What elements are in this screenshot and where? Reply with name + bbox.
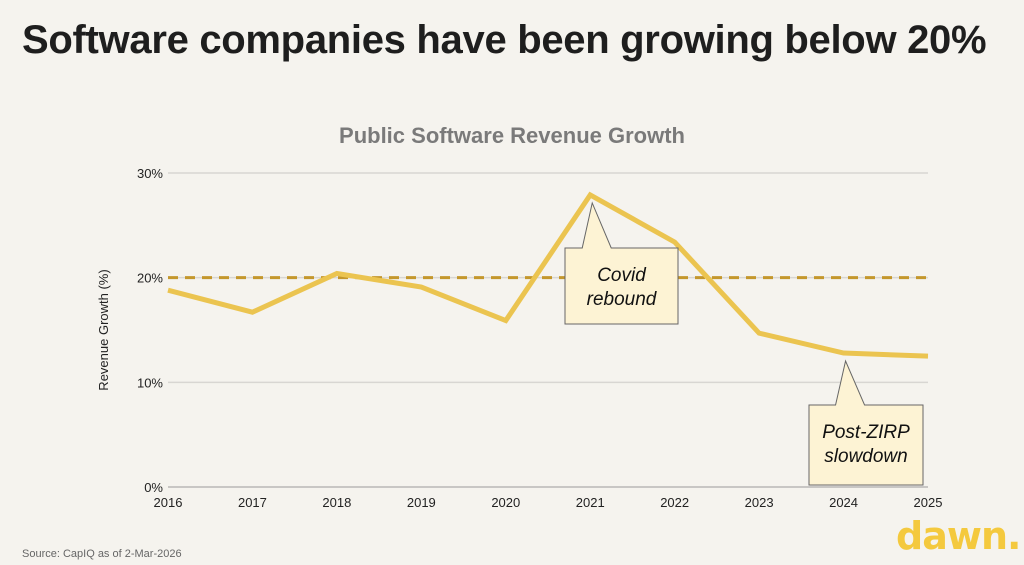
dawn-logo: dawn. bbox=[896, 514, 1021, 558]
y-tick-label: 30% bbox=[137, 166, 163, 181]
x-tick-label: 2017 bbox=[238, 495, 267, 510]
x-tick-label: 2024 bbox=[829, 495, 858, 510]
x-tick-label: 2025 bbox=[914, 495, 943, 510]
callout-text: Covid bbox=[597, 265, 647, 286]
callout-text: Post-ZIRP bbox=[822, 422, 910, 443]
y-axis-label: Revenue Growth (%) bbox=[96, 269, 111, 390]
source-note: Source: CapIQ as of 2-Mar-2026 bbox=[22, 548, 182, 560]
x-tick-label: 2018 bbox=[322, 495, 351, 510]
y-tick-label: 10% bbox=[137, 375, 163, 390]
chart-title: Public Software Revenue Growth bbox=[339, 123, 685, 148]
x-tick-label: 2023 bbox=[745, 495, 774, 510]
x-tick-label: 2016 bbox=[154, 495, 183, 510]
slide-title: Software companies have been growing bel… bbox=[22, 18, 987, 62]
x-tick-label: 2019 bbox=[407, 495, 436, 510]
callout-box bbox=[564, 201, 679, 325]
callout: Post-ZIRP slowdown bbox=[808, 359, 924, 486]
callout-text: slowdown bbox=[824, 446, 907, 467]
callout-text: rebound bbox=[587, 289, 658, 310]
x-tick-label: 2022 bbox=[660, 495, 689, 510]
x-tick-label: 2021 bbox=[576, 495, 605, 510]
callout: Covid rebound bbox=[564, 201, 679, 325]
x-tick-label: 2020 bbox=[491, 495, 520, 510]
y-tick-label: 20% bbox=[137, 271, 163, 286]
y-tick-label: 0% bbox=[144, 480, 163, 495]
callout-box bbox=[808, 359, 924, 486]
series-line bbox=[167, 191, 929, 359]
